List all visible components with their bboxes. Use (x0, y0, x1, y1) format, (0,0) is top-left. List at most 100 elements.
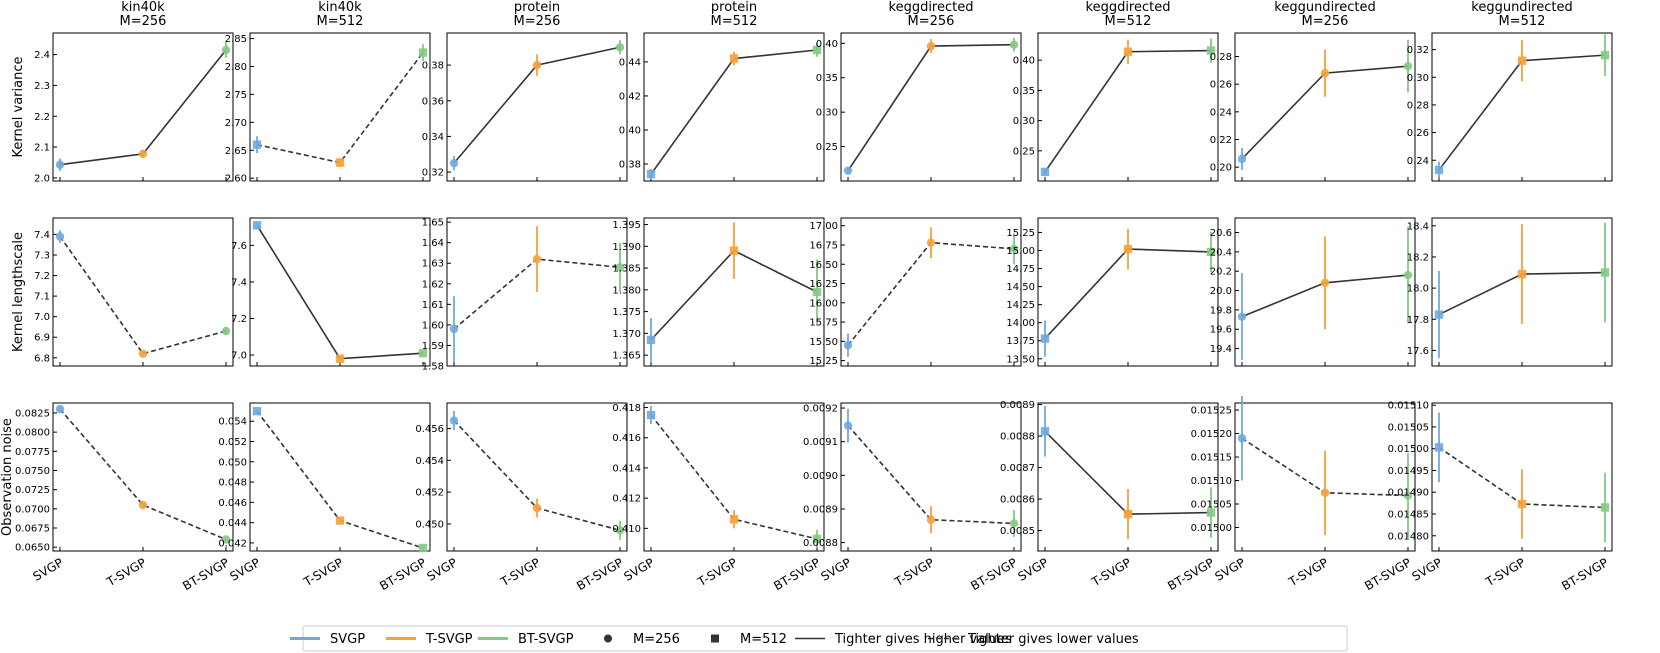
marker-T-SVGP (1517, 56, 1527, 65)
axes-frame (643, 402, 825, 552)
y-tick-label: 1.59 (422, 341, 444, 352)
subplot-title-line: M=256 (514, 14, 561, 29)
y-tick-label: 7.1 (34, 292, 50, 303)
marker-SVGP (1434, 310, 1444, 319)
y-tick-label: 0.0800 (15, 428, 50, 439)
x-tick-label: SVGP (30, 555, 65, 583)
y-tick-label: 19.8 (1210, 305, 1232, 316)
y-tick-label: 15.00 (1006, 246, 1035, 257)
x-tick-label: SVGP (621, 555, 656, 583)
series-line (256, 224, 424, 360)
marker-SVGP (252, 140, 262, 149)
y-tick-label: 0.44 (619, 57, 641, 68)
y-tick-label: 2.4 (34, 50, 50, 61)
y-tick-label: 0.0725 (15, 485, 50, 496)
x-tick-label: T-SVGP (497, 555, 542, 589)
legend-label: Tighter gives lower values (967, 632, 1139, 647)
y-tick-label: 0.01500 (1191, 523, 1232, 534)
axes-frame (249, 402, 431, 552)
y-tick-label: 19.6 (1210, 325, 1232, 336)
marker-T-SVGP (138, 500, 148, 510)
series-line (59, 236, 227, 355)
y-tick-label: 0.01520 (1191, 429, 1232, 440)
marker-SVGP (646, 335, 656, 345)
x-tick-label: T-SVGP (1285, 555, 1330, 589)
axes-frame (446, 402, 628, 552)
y-tick-label: 13.50 (1006, 354, 1035, 365)
marker-SVGP (449, 416, 459, 425)
y-tick-label: 0.052 (218, 437, 247, 448)
marker-BT-SVGP (1206, 46, 1216, 55)
panel-row-1: 6.8 6.9 7.0 7.1 7.2 7.3 7.4 (34, 217, 234, 367)
y-tick-label: 0.0088 (803, 538, 838, 549)
marker-T-SVGP (138, 149, 148, 159)
y-tick-label: 20.0 (1210, 286, 1232, 297)
legend-label: M=256 (633, 632, 680, 647)
marker-T-SVGP (1320, 68, 1330, 78)
panel-row-2: 0.01480 0.01485 0.01490 0.01495 0.01500 0.015… (1388, 401, 1613, 593)
marker-T-SVGP (532, 60, 542, 70)
panel-row-0: 0.25 0.30 0.35 0.40 (816, 32, 1022, 182)
subplot-column-kin40k-M=512: kin40kM=5122.602.652.702.752.802.857.07.… (218, 0, 431, 593)
y-tick-label: 2.70 (225, 118, 247, 129)
series-line (256, 52, 424, 164)
y-tick-label: 0.0775 (15, 447, 50, 458)
axes-frame (52, 217, 234, 367)
y-tick-label: 0.0085 (1000, 526, 1035, 537)
marker-T-SVGP (335, 354, 345, 363)
subplot-title-line: keggdirected (1086, 0, 1171, 15)
y-tick-label: 0.0650 (15, 543, 50, 554)
panel-row-2: 0.0650 0.0675 0.0700 0.0725 0.0750 0.0775 0.08… (15, 402, 234, 593)
marker-SVGP (252, 221, 262, 230)
marker-SVGP (55, 404, 65, 414)
subplot-title-line: kin40k (121, 0, 165, 15)
marker-T-SVGP (1123, 47, 1133, 56)
y-tick-label: 0.0675 (15, 523, 50, 534)
x-tick-label: SVGP (227, 555, 262, 583)
series-line (847, 43, 1015, 172)
y-tick-label: 0.456 (415, 424, 444, 435)
y-tick-label: 0.01515 (1191, 453, 1232, 464)
y-tick-label: 7.2 (231, 314, 247, 325)
y-tick-label: 2.1 (34, 143, 50, 154)
panel-row-2: 0.01500 0.01505 0.01510 0.01515 0.01520 0.015… (1191, 395, 1416, 593)
y-tick-label: 0.42 (619, 91, 641, 102)
y-tick-label: 0.01510 (1191, 476, 1232, 487)
x-tick-label: T-SVGP (300, 555, 345, 589)
y-tick-label: 0.0091 (803, 437, 838, 448)
y-tick-label: 13.75 (1006, 336, 1035, 347)
x-tick-label: T-SVGP (103, 555, 148, 589)
marker-T-SVGP (1517, 499, 1527, 509)
subplot-title-line: keggundirected (1471, 0, 1572, 15)
y-tick-label: 0.412 (612, 494, 641, 505)
marker-BT-SVGP (418, 543, 428, 553)
y-tick-label: 0.25 (816, 142, 838, 153)
marker-SVGP (449, 158, 459, 168)
marker-BT-SVGP (1009, 519, 1019, 528)
y-tick-label: 7.4 (34, 230, 50, 241)
panel-row-1: 7.0 7.2 7.4 7.6 (231, 217, 431, 367)
y-tick-label: 14.50 (1006, 282, 1035, 293)
y-tick-label: 18.0 (1407, 284, 1429, 295)
x-tick-label: BT-SVGP (968, 555, 1019, 593)
y-tick-label: 0.35 (1013, 86, 1035, 97)
subplot-title-line: M=512 (1499, 14, 1546, 29)
subplot-title-line: M=256 (1302, 14, 1349, 29)
y-tick-label: 0.414 (612, 463, 641, 474)
series-line (59, 408, 227, 541)
y-tick-label: 0.35 (816, 73, 838, 84)
panel-row-1: 13.50 13.75 14.00 14.25 14.50 14.75 15.00 15.25 (1006, 217, 1219, 367)
marker-T-SVGP (532, 503, 542, 513)
x-tick-label: BT-SVGP (377, 555, 428, 593)
axes-frame (840, 32, 1022, 182)
y-tick-label: 0.24 (1407, 156, 1429, 167)
y-tick-label: 0.01490 (1388, 488, 1429, 499)
y-tick-label: 15.25 (1006, 228, 1035, 239)
y-tick-label: 0.01495 (1388, 466, 1429, 477)
panel-row-2: 0.450 0.452 0.454 0.456 SVGP T-SVGP BT-SVGP (415, 402, 628, 593)
marker-SVGP (646, 169, 656, 179)
y-tick-label: 7.2 (34, 271, 50, 282)
y-tick-label: 14.00 (1006, 318, 1035, 329)
y-tick-label: 1.60 (422, 320, 444, 331)
